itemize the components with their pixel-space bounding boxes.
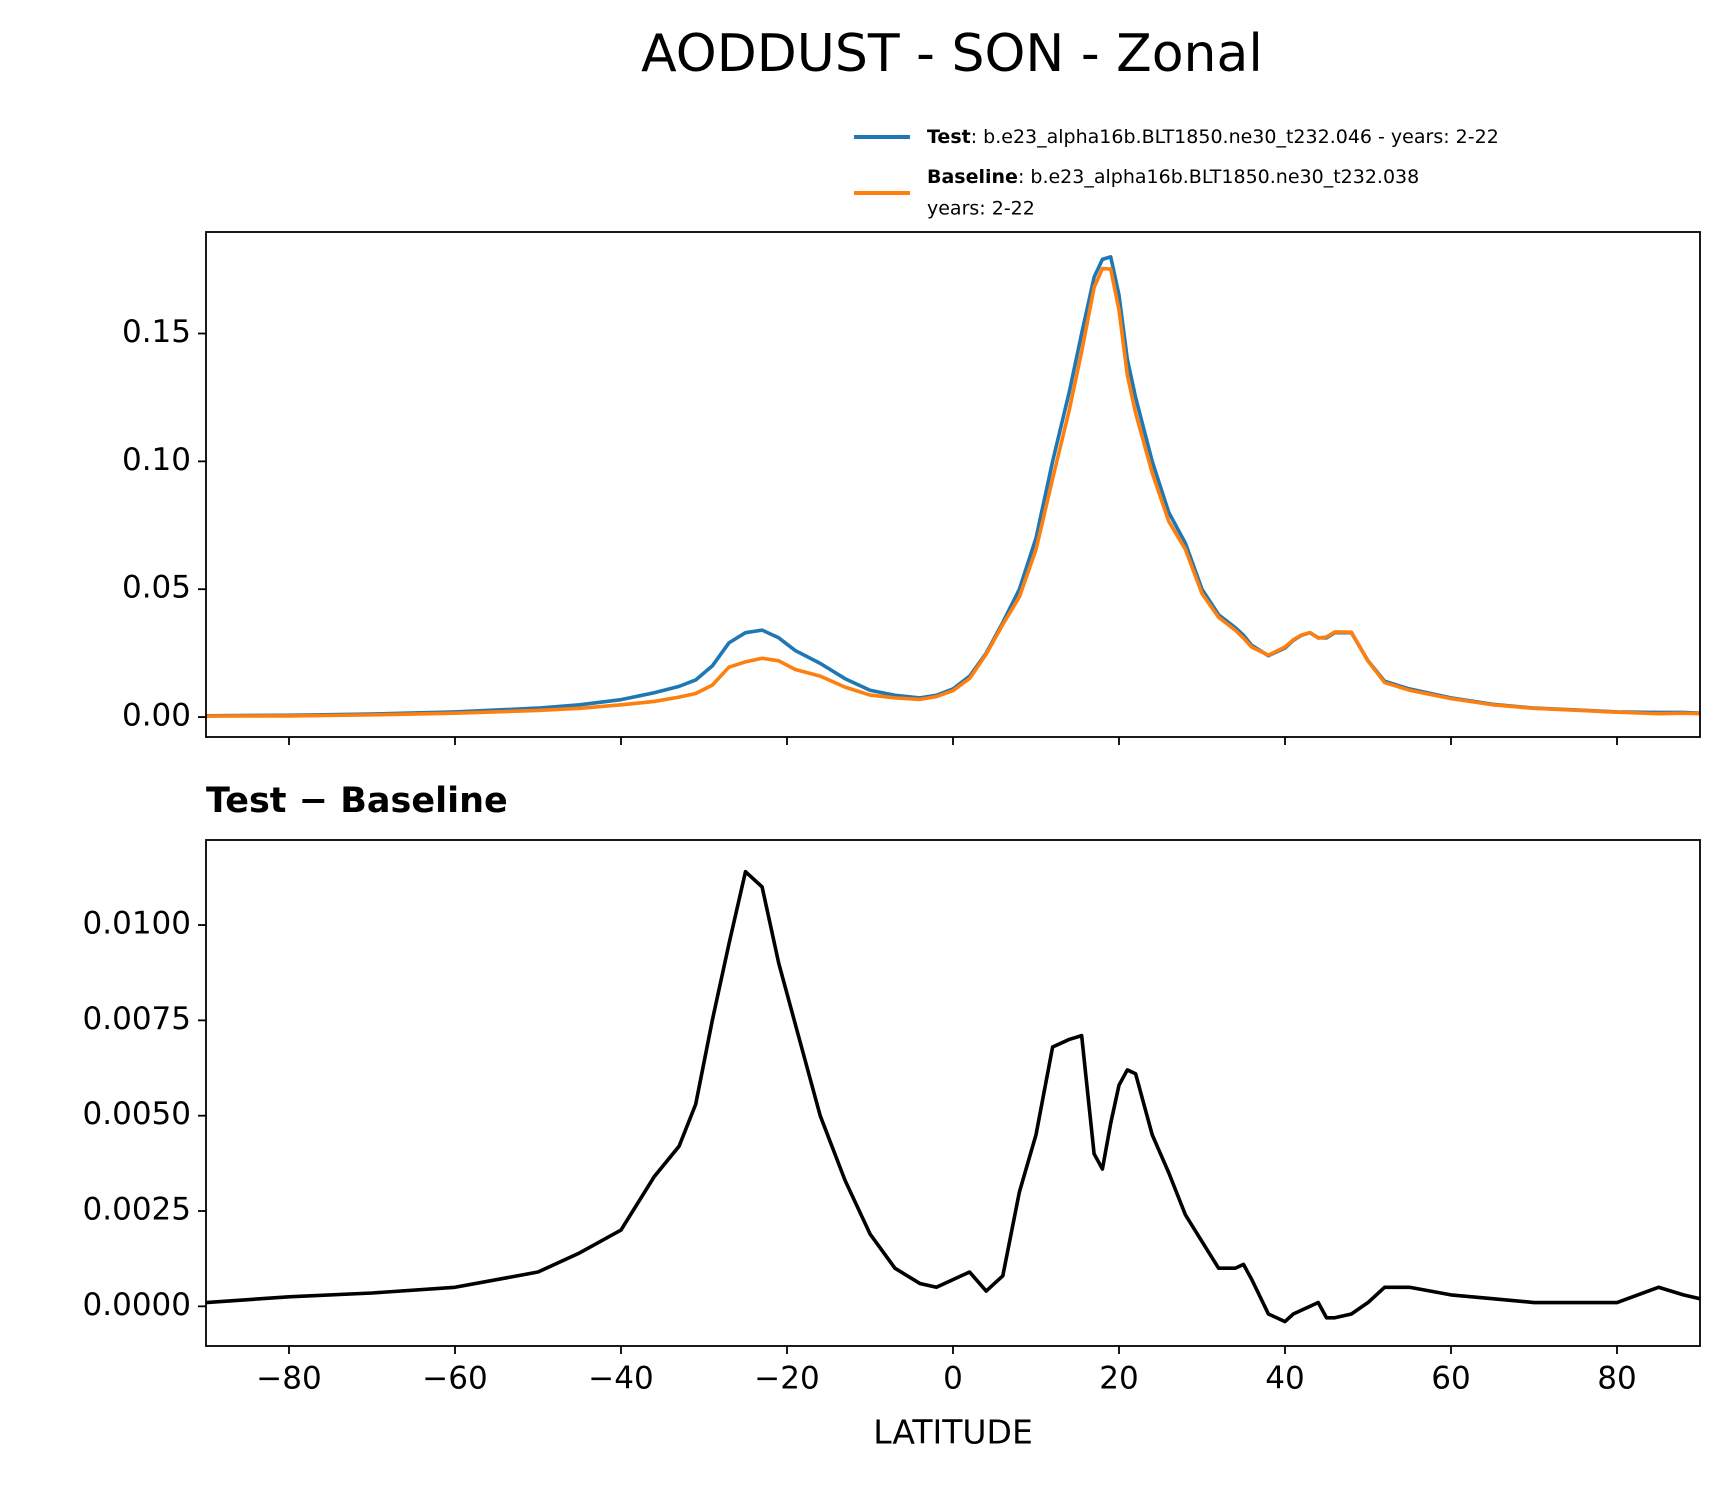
plot-area <box>206 255 1700 718</box>
y-tick-label: 0.0100 <box>83 906 191 942</box>
legend-description: years: 2-22 <box>927 198 1035 220</box>
x-tick-label: 0 <box>943 1361 963 1397</box>
figure-title: AODDUST - SON - Zonal <box>641 24 1263 84</box>
x-tick-label: 40 <box>1265 1361 1304 1397</box>
data-line <box>206 869 1700 1324</box>
x-tick-label: 20 <box>1099 1361 1138 1397</box>
subplot-title: Test − Baseline <box>206 781 508 821</box>
legend-name: Test <box>927 126 971 148</box>
x-tick-label: −60 <box>422 1361 487 1397</box>
x-tick-label: 60 <box>1431 1361 1470 1397</box>
y-tick-label: 0.00 <box>122 698 191 734</box>
x-tick-label: −80 <box>256 1361 321 1397</box>
y-tick-label: 0.0075 <box>83 1001 191 1037</box>
legend-entry: Baseline: b.e23_alpha16b.BLT1850.ne30_t2… <box>927 166 1419 188</box>
y-tick-label: 0.0025 <box>83 1192 191 1228</box>
legend-description: : b.e23_alpha16b.BLT1850.ne30_t232.046 -… <box>971 126 1499 148</box>
y-tick-label: 0.10 <box>122 442 191 478</box>
legend-entry: Test: b.e23_alpha16b.BLT1850.ne30_t232.0… <box>927 126 1499 148</box>
y-tick-label: 0.0000 <box>83 1287 191 1323</box>
axes-frame <box>205 839 1701 1347</box>
x-tick-label: −20 <box>754 1361 819 1397</box>
axes-frame <box>205 231 1701 738</box>
data-line <box>206 266 1700 718</box>
y-tick-label: 0.15 <box>122 314 191 350</box>
plot-area <box>206 869 1700 1324</box>
legend-name: Baseline <box>927 166 1018 188</box>
x-tick-label: −40 <box>588 1361 653 1397</box>
x-axis-label: LATITUDE <box>873 1413 1033 1452</box>
y-tick-label: 0.0050 <box>83 1096 191 1132</box>
y-tick-label: 0.05 <box>122 570 191 606</box>
x-tick-label: 80 <box>1597 1361 1636 1397</box>
legend-description: : b.e23_alpha16b.BLT1850.ne30_t232.038 <box>1018 166 1419 188</box>
